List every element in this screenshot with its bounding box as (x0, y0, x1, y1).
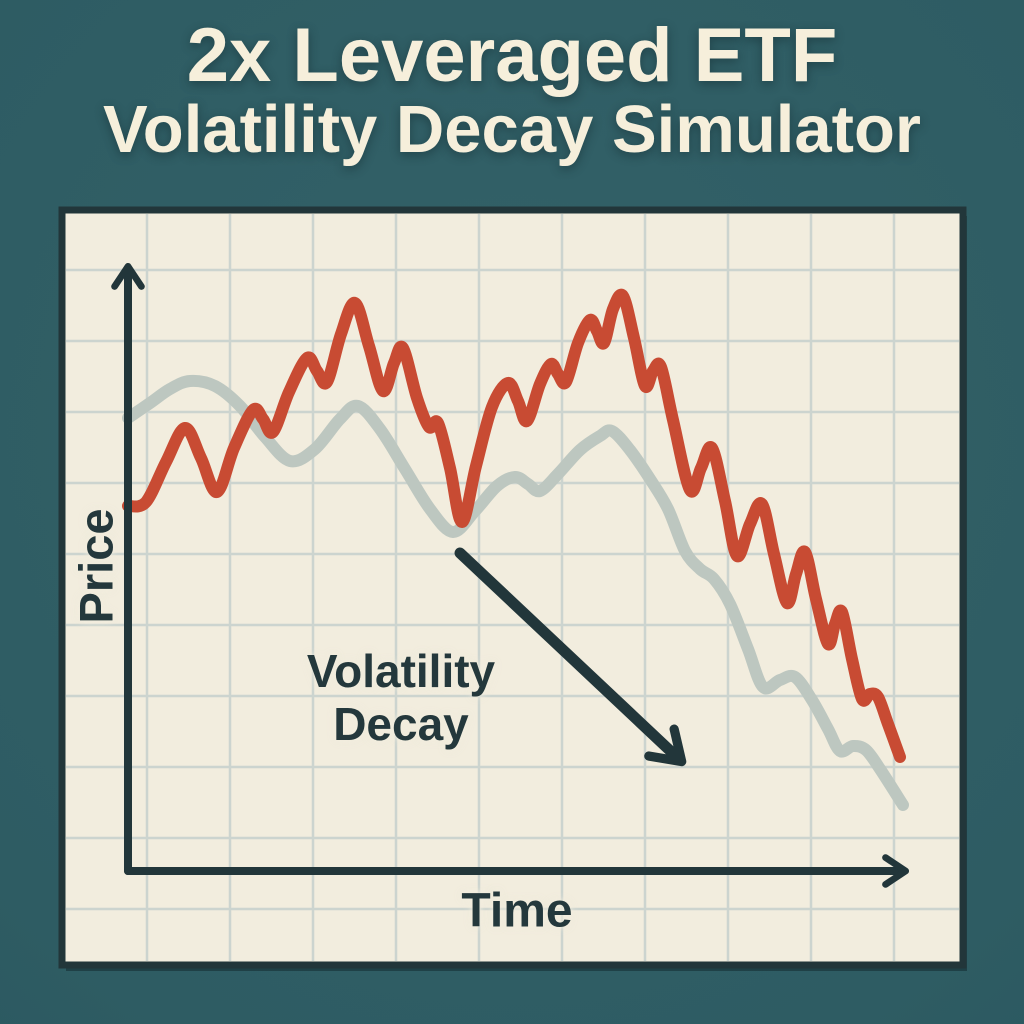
y-axis-label: Price (69, 508, 123, 624)
title-block: 2x Leveraged ETF Volatility Decay Simula… (0, 0, 1024, 163)
volatility-decay-arrow (454, 547, 687, 767)
title-line-1: 2x Leveraged ETF (186, 13, 838, 98)
volatility-decay-annotation: Volatility Decay (307, 645, 495, 751)
annotation-line-1: Volatility (306, 645, 496, 697)
annotation-line-2: Decay (333, 698, 469, 750)
x-axis-label: Time (461, 884, 573, 938)
leveraged-etf-line (122, 288, 906, 763)
plot-frame (58, 206, 967, 969)
title-line-2: Volatility Decay Simulator (103, 91, 921, 167)
underlying-asset-line (122, 374, 909, 811)
